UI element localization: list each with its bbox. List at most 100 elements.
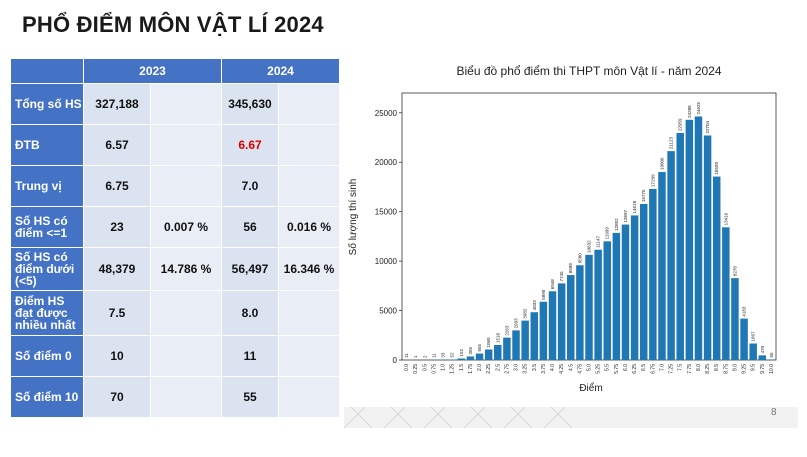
cell-2023-value: 23	[84, 207, 150, 247]
bar-data-label: 2263	[504, 325, 509, 336]
x-tick-label: 1.5	[459, 364, 465, 371]
x-tick-label: 9.25	[742, 364, 748, 374]
bar-data-label: 4183	[742, 306, 747, 317]
x-tick-label: 2.75	[504, 364, 510, 374]
bar-data-label: 7745	[559, 271, 564, 282]
bar	[740, 318, 748, 360]
table-row: Tổng số HS 327,188 345,630	[11, 84, 339, 124]
x-tick-label: 2.25	[486, 364, 492, 374]
cell-2024-value: 56,497	[222, 248, 278, 290]
x-tick-label: 5.25	[596, 364, 602, 374]
y-tick-label: 15000	[375, 208, 398, 217]
row-label: ĐTB	[11, 125, 83, 165]
bar-data-label: 1	[413, 355, 418, 358]
header-2023: 2023	[84, 59, 221, 83]
bar-data-label: 14618	[632, 200, 637, 213]
bar-data-label: 18550	[714, 162, 719, 175]
x-tick-label: 0.75	[431, 364, 437, 374]
x-tick-label: 1.25	[450, 364, 456, 374]
cell-2023-percent	[151, 336, 221, 376]
x-tick-label: 5.5	[605, 364, 611, 371]
cell-2024-percent	[279, 84, 339, 124]
table-row: Số điểm 0 10 11	[11, 336, 339, 376]
x-tick-label: 8.25	[705, 364, 711, 374]
bar	[758, 355, 767, 360]
cell-2024-percent	[279, 125, 339, 165]
x-tick-label: 4.0	[550, 364, 556, 371]
x-tick-label: 3.0	[514, 364, 520, 371]
x-tick-label: 9.5	[751, 364, 757, 371]
bar-data-label: 8278	[732, 266, 737, 277]
cell-2024-percent: 0.016 %	[279, 207, 339, 247]
x-tick-label: 8.5	[714, 364, 720, 371]
row-label: Điểm HS đạt được nhiều nhất	[11, 291, 83, 335]
bar-data-label: 1667	[751, 331, 756, 342]
bar-data-label: 17299	[650, 174, 655, 187]
bar	[603, 241, 611, 360]
bar	[685, 119, 694, 360]
cell-2023-percent	[151, 84, 221, 124]
x-axis-label: Điểm	[579, 382, 602, 394]
x-tick-label: 4.25	[559, 364, 565, 374]
cell-2023-value: 327,188	[84, 84, 150, 124]
bar-data-label: 13416	[723, 212, 728, 225]
cell-2023-value: 7.5	[84, 291, 150, 335]
cell-2023-value: 6.57	[84, 125, 150, 165]
row-label: Số HS có điểm <=1	[11, 207, 83, 247]
cell-2024-value: 8.0	[222, 291, 278, 335]
table-row: Số HS có điểm <=1 23 0.007 % 56 0.016 %	[11, 207, 339, 247]
x-tick-label: 1.75	[468, 364, 474, 374]
bars	[402, 116, 776, 360]
table-row: Số điểm 10 70 55	[11, 377, 339, 417]
histogram-chart: Biểu đồ phổ điểm thi THPT môn Vật lí - n…	[344, 57, 798, 407]
row-label: Số điểm 0	[11, 336, 83, 376]
bar-data-label: 5890	[541, 289, 546, 300]
y-tick-label: 25000	[375, 109, 398, 118]
bar-data-label: 24625	[696, 101, 701, 114]
bar	[612, 232, 621, 360]
y-tick-labels: 0 5000 10000 15000 20000 25000	[375, 109, 402, 365]
bar-data-label: 6948	[550, 279, 555, 290]
cell-2023-percent	[151, 125, 221, 165]
table-row: Trung vị 6.75 7.0	[11, 166, 339, 206]
bar-data-label: 24288	[687, 105, 692, 118]
y-tick-label: 0	[393, 356, 398, 365]
table-row: Điểm HS đạt được nhiều nhất 7.5 8.0	[11, 291, 339, 335]
cell-2023-percent: 14.786 %	[151, 248, 221, 290]
bar-data-label: 19006	[659, 157, 664, 170]
bar-data-label: 22704	[705, 120, 710, 133]
chart-svg: Biểu đồ phổ điểm thi THPT môn Vật lí - n…	[347, 64, 777, 394]
cell-2024-value: 7.0	[222, 166, 278, 206]
bar-data-label: 55	[769, 352, 774, 358]
x-tick-label: 7.75	[687, 364, 693, 374]
chart-title: Biểu đồ phổ điểm thi THPT môn Vật lí - n…	[456, 64, 721, 78]
x-tick-label: 0.5	[422, 364, 428, 371]
bar	[722, 227, 730, 360]
cell-2024-percent	[279, 291, 339, 335]
bar-data-label: 2	[422, 355, 427, 358]
cell-2024-percent	[279, 336, 339, 376]
x-tick-label: 6.5	[641, 364, 647, 371]
bar	[494, 344, 502, 360]
x-tick-label: 5.0	[587, 364, 593, 371]
row-label: Số HS có điểm dưới (<5)	[11, 248, 83, 290]
table-header-row: 2023 2024	[11, 59, 339, 83]
bar-data-label: 11147	[596, 235, 601, 247]
bar-data-label: 15775	[641, 189, 646, 202]
bar	[703, 135, 712, 360]
bar	[621, 224, 630, 360]
bar	[694, 116, 703, 360]
page-number: 8	[771, 407, 777, 418]
bar	[567, 275, 575, 360]
bar-data-label: 22959	[678, 118, 683, 131]
x-tick-label: 9.0	[732, 364, 738, 371]
cell-2024-value: 55	[222, 377, 278, 417]
cell-2023-percent	[151, 377, 221, 417]
row-label: Số điểm 10	[11, 377, 83, 417]
bar	[512, 330, 520, 360]
bar-data-label: 52	[450, 352, 455, 358]
bar	[530, 312, 539, 360]
y-tick-label: 10000	[375, 257, 398, 266]
bar-data-label: 11	[431, 353, 436, 358]
